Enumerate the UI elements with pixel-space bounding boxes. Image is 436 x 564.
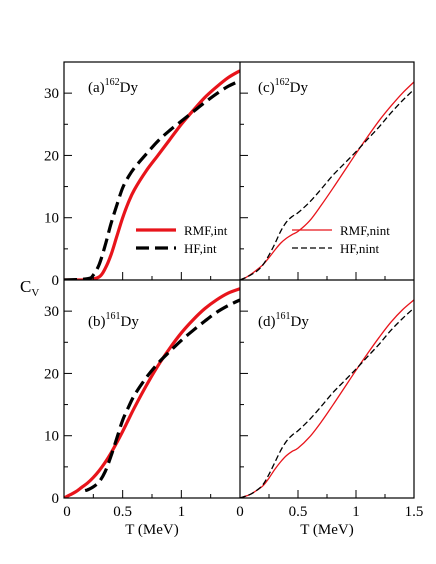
panel-label-element: Dy <box>121 314 140 330</box>
x-tick-label: 0.5 <box>289 504 308 520</box>
legend-label: RMF,nint <box>340 223 390 238</box>
series-line-rmf <box>64 287 240 498</box>
panel-a: (a)162Dy RMF,int HF,int <box>64 69 240 280</box>
series-group <box>240 81 414 280</box>
panel-label: (a)162Dy <box>88 77 138 96</box>
series-line-hf <box>84 298 240 493</box>
panel-d: (d)161Dy <box>240 299 414 498</box>
x-tick-label: 1 <box>352 504 360 520</box>
series-line-hf <box>240 88 414 280</box>
panel-label-letter: (c) <box>258 80 275 96</box>
panel-label-element: Dy <box>291 314 310 330</box>
panel-label-mass: 162 <box>105 77 120 88</box>
panel-label-mass: 161 <box>106 311 121 322</box>
panel-label-letter: (b) <box>88 314 106 330</box>
panel-label-mass: 161 <box>276 311 291 322</box>
legend-label: HF,nint <box>340 241 379 256</box>
x-tick-label: 1.5 <box>405 504 424 520</box>
legend: RMF,int HF,int <box>136 223 228 256</box>
panel-label-letter: (a) <box>88 80 105 96</box>
y-axis-label-main: C <box>20 277 31 296</box>
series-group <box>64 69 240 280</box>
panel-label-letter: (d) <box>258 314 276 330</box>
y-tick-label: 0 <box>52 273 60 289</box>
series-line-rmf <box>240 81 414 280</box>
panel-label: (c)162Dy <box>258 77 308 96</box>
panel-label-mass: 162 <box>275 77 290 88</box>
legend: RMF,nint HF,nint <box>292 223 390 256</box>
y-tick-label: 10 <box>44 211 59 227</box>
x-tick-label: 0.5 <box>113 504 132 520</box>
y-axis-label: CV <box>20 277 39 299</box>
panel-c: (c)162Dy RMF,nint HF,nint <box>240 77 414 280</box>
y-tick-label: 30 <box>44 304 59 320</box>
x-axis-label-right: T (MeV) <box>300 522 353 538</box>
panel-label-element: Dy <box>290 80 309 96</box>
y-tick-label: 0 <box>52 491 60 507</box>
series-line-hf <box>64 79 240 280</box>
series-group <box>64 287 240 498</box>
legend-label: RMF,int <box>184 223 228 238</box>
panel-label: (d)161Dy <box>258 311 309 330</box>
panel-b: (b)161Dy <box>64 287 240 498</box>
y-tick-label: 20 <box>44 148 59 164</box>
series-line-rmf <box>64 69 240 280</box>
y-tick-label: 30 <box>44 86 59 102</box>
x-axis-label-left: T (MeV) <box>125 522 178 538</box>
series-group <box>240 299 414 498</box>
x-tick-label: 1 <box>178 504 186 520</box>
x-tick-label: 0 <box>236 504 244 520</box>
panel-label-element: Dy <box>120 80 139 96</box>
legend-label: HF,int <box>184 241 217 256</box>
series-line-hf <box>240 307 414 498</box>
x-tick-label: 0 <box>63 504 71 520</box>
y-tick-label: 10 <box>44 429 59 445</box>
y-axis-label-sub: V <box>31 287 39 299</box>
y-tick-label: 20 <box>44 366 59 382</box>
panel-label: (b)161Dy <box>88 311 139 330</box>
